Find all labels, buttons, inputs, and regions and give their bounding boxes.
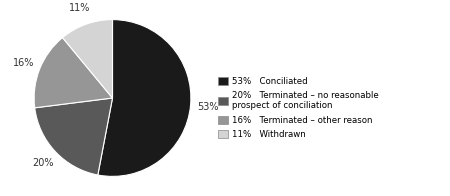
Text: 53%: 53% <box>197 102 218 112</box>
Wedge shape <box>35 98 112 175</box>
Text: 11%: 11% <box>69 3 91 13</box>
Legend: 53%   Conciliated, 20%   Terminated – no reasonable
prospect of conciliation, 16: 53% Conciliated, 20% Terminated – no rea… <box>218 77 378 139</box>
Text: 16%: 16% <box>13 58 34 68</box>
Wedge shape <box>34 38 112 108</box>
Wedge shape <box>63 20 112 98</box>
Wedge shape <box>98 20 191 176</box>
Text: 20%: 20% <box>32 159 54 169</box>
